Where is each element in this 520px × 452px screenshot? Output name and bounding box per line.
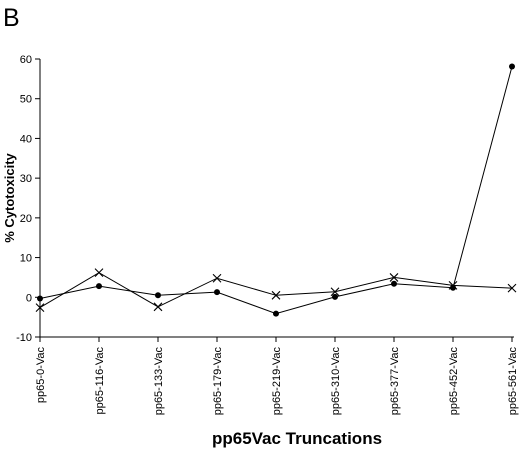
series-1-point <box>155 292 161 299</box>
series-1-point <box>332 293 338 300</box>
x-tick-label: pp65-116-Vac <box>94 347 106 415</box>
x-tick-label: pp65-561-Vac <box>507 347 519 416</box>
series-1-point <box>391 280 397 287</box>
series-2-point <box>153 302 163 312</box>
series-2-point <box>94 268 104 278</box>
x-tick-label: pp65-310-Vac <box>330 347 342 416</box>
x-axis-label: pp65Vac Truncations <box>212 429 382 448</box>
y-tick-label: 50 <box>20 94 32 106</box>
x-tick-label: pp65-219-Vac <box>271 347 283 416</box>
series-2-point <box>212 273 222 283</box>
x-tick-label: pp65-179-Vac <box>212 347 224 416</box>
y-tick-label: 10 <box>20 253 32 265</box>
series-1-point <box>214 289 220 296</box>
x-tick-label: pp65-452-Vac <box>448 347 460 416</box>
series-1-point <box>96 283 102 290</box>
series-2-point <box>35 303 45 312</box>
panel-label: B <box>3 4 20 32</box>
y-tick-label: -10 <box>16 332 32 344</box>
series-2-point <box>330 287 340 297</box>
y-tick-label: 30 <box>20 173 32 185</box>
series-2-point <box>448 280 458 290</box>
series-2-point <box>507 283 517 293</box>
y-tick-label: 40 <box>20 133 32 145</box>
y-tick-label: 60 <box>20 54 32 66</box>
x-tick-label: pp65-133-Vac <box>153 347 165 416</box>
series-1-line <box>39 66 513 315</box>
series-1-point <box>509 63 515 70</box>
y-tick-label: 20 <box>20 213 32 225</box>
y-tick-label: 0 <box>26 292 32 304</box>
x-tick-label: pp65-0-Vac <box>35 347 47 404</box>
y-axis-label: % Cytotoxicity <box>2 152 17 242</box>
series-1-point <box>273 310 279 317</box>
series-2-point <box>389 273 399 282</box>
series-2-point <box>271 290 281 300</box>
series-1-point <box>37 295 43 302</box>
x-tick-label: pp65-377-Vac <box>389 347 401 416</box>
plot-area: -10 0 10 20 30 40 50 60 pp65-0-Vac pp65-116-Vac pp… <box>16 54 519 415</box>
series-2-line <box>39 272 513 309</box>
